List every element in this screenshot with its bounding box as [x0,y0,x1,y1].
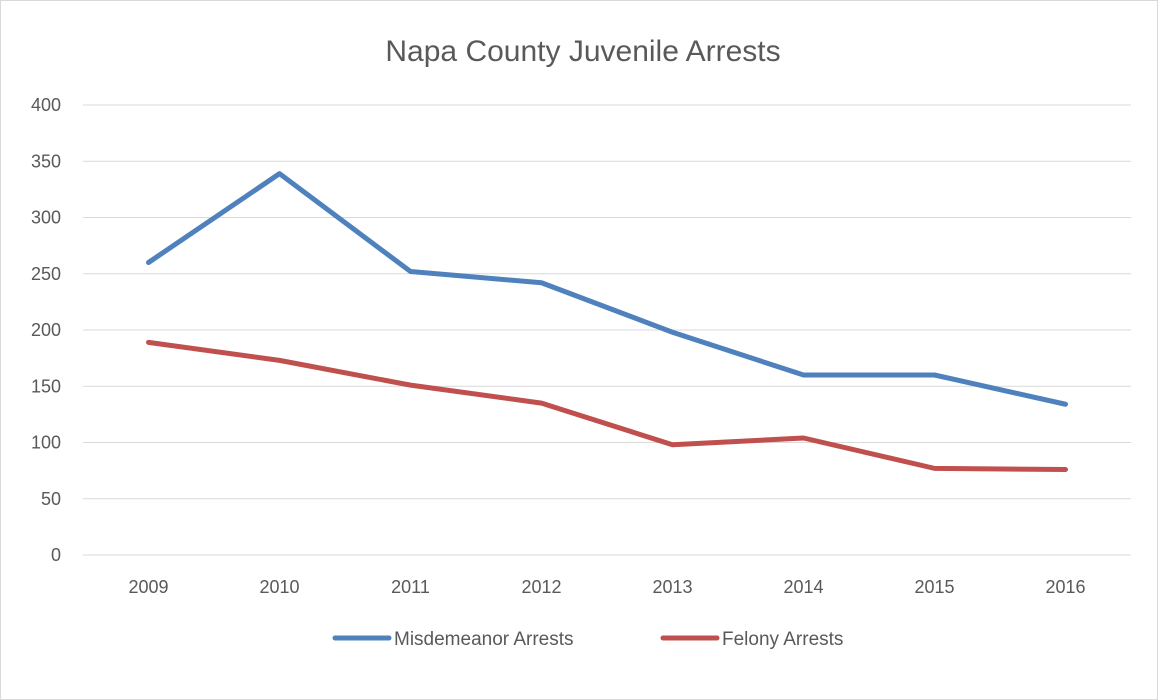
x-tick-label: 2012 [521,577,561,597]
y-tick-label: 350 [31,151,61,171]
y-tick-label: 0 [51,545,61,565]
y-tick-label: 150 [31,376,61,396]
legend-label-1: Felony Arrests [722,629,843,650]
legend: Misdemeanor Arrests Felony Arrests [332,629,843,650]
y-tick-label: 300 [31,208,61,228]
y-tick-label: 100 [31,433,61,453]
x-axis-ticks: 2009 2010 2011 2012 2013 2014 2015 2016 [128,577,1085,597]
x-tick-label: 2013 [652,577,692,597]
y-tick-label: 400 [31,95,61,115]
x-tick-label: 2014 [783,577,823,597]
x-tick-label: 2009 [128,577,168,597]
y-tick-label: 200 [31,320,61,340]
x-tick-label: 2011 [391,577,430,597]
chart-title: Napa County Juvenile Arrests [385,35,780,68]
series-lines [146,171,1068,472]
line-chart: Napa County Juvenile Arrests 0 50 100 150 20… [31,35,1131,650]
series-line-1 [146,339,1068,472]
grid-lines [83,104,1131,556]
legend-label-0: Misdemeanor Arrests [394,629,574,650]
y-tick-label: 50 [41,489,61,509]
y-tick-label: 250 [31,264,61,284]
series-line-0 [146,171,1068,407]
x-tick-label: 2015 [914,577,954,597]
y-axis-ticks: 0 50 100 150 200 250 300 350 400 [31,95,61,565]
x-tick-label: 2016 [1045,577,1085,597]
x-tick-label: 2010 [259,577,299,597]
